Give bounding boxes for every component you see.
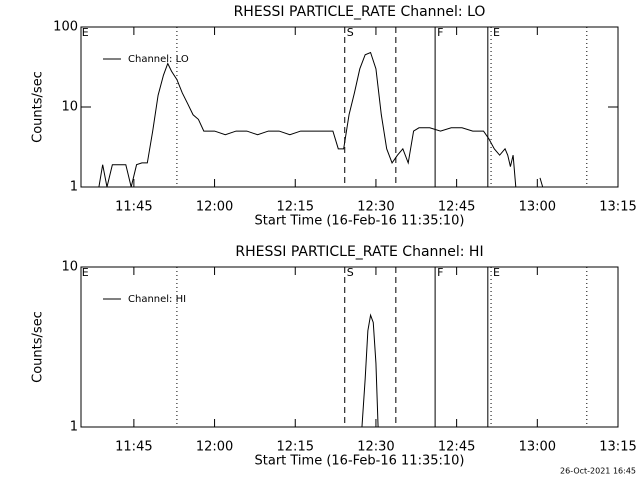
data-line bbox=[98, 51, 544, 187]
x-tick-label: 12:00 bbox=[196, 440, 233, 455]
x-tick-label: 12:45 bbox=[438, 440, 475, 455]
event-label: E bbox=[493, 266, 500, 279]
event-label: S bbox=[347, 26, 354, 39]
x-tick-label: 11:45 bbox=[115, 200, 152, 215]
data-line bbox=[361, 313, 379, 427]
y-tick-label: 10 bbox=[61, 260, 78, 275]
y-tick-label: 1 bbox=[70, 420, 78, 435]
chart-title: RHESSI PARTICLE_RATE Channel: HI bbox=[235, 244, 483, 260]
x-tick-label: 11:45 bbox=[115, 440, 152, 455]
x-tick-label: 12:30 bbox=[357, 440, 394, 455]
x-tick-label: 12:15 bbox=[277, 200, 314, 215]
x-tick-label: 13:15 bbox=[599, 440, 636, 455]
x-tick-label: 12:00 bbox=[196, 200, 233, 215]
x-tick-label: 12:30 bbox=[357, 200, 394, 215]
x-tick-label: 13:15 bbox=[599, 200, 636, 215]
event-label: F bbox=[437, 26, 443, 39]
event-label: E bbox=[82, 266, 89, 279]
y-tick-label: 100 bbox=[53, 20, 78, 35]
x-tick-label: 13:00 bbox=[519, 200, 556, 215]
y-axis-label: Counts/sec bbox=[31, 71, 46, 143]
x-axis-label: Start Time (16-Feb-16 11:35:10) bbox=[255, 454, 465, 469]
chart-title: RHESSI PARTICLE_RATE Channel: LO bbox=[234, 4, 486, 20]
x-tick-label: 12:15 bbox=[277, 440, 314, 455]
event-label: F bbox=[437, 266, 443, 279]
legend-label: Channel: HI bbox=[128, 294, 186, 305]
plot-frame bbox=[80, 266, 619, 428]
event-label: S bbox=[347, 266, 354, 279]
event-label: E bbox=[493, 26, 500, 39]
legend-label: Channel: LO bbox=[128, 54, 189, 65]
y-tick-label: 1 bbox=[70, 180, 78, 195]
footer: 26-Oct-2021 16:45 bbox=[560, 467, 636, 476]
x-tick-label: 12:45 bbox=[438, 200, 475, 215]
x-tick-label: 13:00 bbox=[519, 440, 556, 455]
y-axis-label: Counts/sec bbox=[31, 311, 46, 383]
x-axis-label: Start Time (16-Feb-16 11:35:10) bbox=[255, 214, 465, 229]
y-tick-label: 10 bbox=[61, 100, 78, 115]
event-label: E bbox=[82, 26, 89, 39]
